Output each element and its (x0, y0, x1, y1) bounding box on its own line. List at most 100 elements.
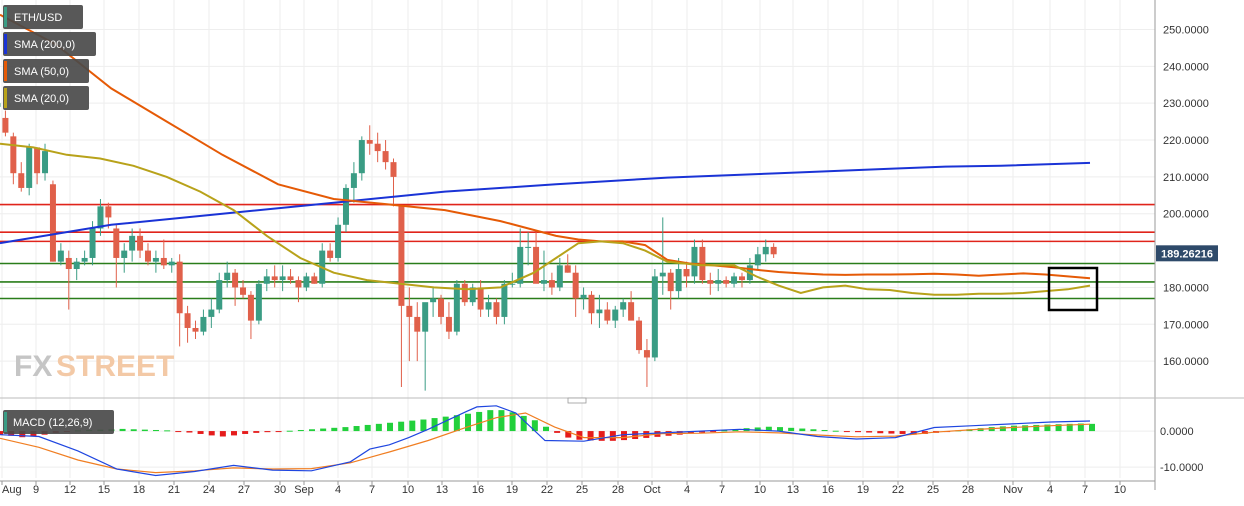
candle-up (691, 239, 698, 284)
macd-histogram-bar (699, 431, 705, 433)
fxstreet-watermark: FX STREET (14, 350, 174, 383)
candle-down (366, 125, 373, 155)
candle-body (754, 254, 761, 266)
candle-down (113, 224, 120, 288)
macd-histogram-bar (431, 418, 438, 432)
candle-up (350, 162, 357, 203)
candle-body (548, 280, 555, 288)
macd-histogram-bar (208, 431, 215, 436)
macd-histogram-bar (141, 429, 148, 432)
candle-down (311, 272, 318, 284)
macd-label: MACD (12,26,9) (3, 410, 114, 434)
candle-body (659, 272, 666, 277)
candle-up (556, 257, 563, 292)
macd-histogram-bar (476, 411, 483, 432)
macd-histogram-bar (799, 428, 806, 432)
candle-body (34, 147, 41, 174)
candle-body (406, 305, 413, 317)
candle-body (707, 280, 714, 284)
candle-down (723, 276, 730, 288)
macd-histogram-bar (465, 413, 471, 432)
candle-down (445, 302, 452, 340)
macd-histogram-bar (442, 416, 449, 432)
pane-resize-handle[interactable] (567, 397, 587, 404)
candle-up (0, 103, 1, 107)
x-tick-label: 12 (64, 484, 76, 496)
x-tick-label: 15 (98, 484, 110, 496)
x-tick-label: 10 (1114, 484, 1126, 496)
legend-item[interactable]: SMA (200,0) (3, 32, 96, 56)
candle-body (580, 294, 587, 299)
macd-histogram-bar (119, 428, 126, 432)
macd-histogram-bar (687, 431, 694, 434)
candle-body (382, 151, 389, 163)
macd-histogram-bar (487, 410, 494, 432)
candle-up (469, 283, 476, 306)
candle-body (620, 302, 627, 310)
last-price-tag-bg (1156, 245, 1218, 262)
candle-body (279, 276, 286, 281)
legend-item[interactable]: SMA (20,0) (3, 86, 89, 110)
candle-up (73, 257, 80, 281)
candle-down (406, 287, 413, 362)
candle-body (89, 228, 96, 258)
legend-item[interactable]: ETH/USD (3, 5, 83, 29)
candle-body (49, 184, 56, 262)
candle-body (374, 143, 381, 152)
legend-label: SMA (20,0) (14, 93, 69, 105)
macd-histogram-bar (264, 431, 271, 433)
x-tick-label: 28 (612, 484, 624, 496)
candle-up (26, 143, 33, 196)
candle-body (612, 309, 619, 321)
macd-histogram-bar (877, 431, 884, 434)
candle-body (18, 173, 25, 188)
x-tick-label: 24 (203, 484, 215, 496)
candle-body (738, 276, 745, 281)
legend-item[interactable]: SMA (50,0) (3, 59, 89, 83)
candle-body (477, 287, 484, 310)
legend-item-bg (3, 86, 89, 110)
candle-down (564, 254, 571, 273)
x-tick-label: Oct (643, 484, 660, 496)
candle-body (137, 235, 144, 251)
candle-down (604, 302, 611, 325)
x-tick-label: 28 (962, 484, 974, 496)
candle-up (525, 232, 532, 266)
macd-histogram-bar (855, 431, 861, 433)
macd-histogram-bar (732, 429, 739, 432)
legend-item-bg (3, 32, 96, 56)
last-price-tag: 189.26216 (1156, 245, 1218, 262)
candle-down (572, 265, 579, 317)
candle-body (327, 250, 334, 258)
candle-up (97, 199, 104, 236)
candle-body (232, 272, 239, 288)
candle-body (255, 283, 262, 321)
candle-up (152, 250, 159, 273)
candle-body (453, 283, 460, 332)
macd-histogram-bar (754, 427, 761, 432)
candle-body (168, 261, 175, 266)
sma-200-line (0, 161, 1091, 245)
x-tick-label: 4 (335, 484, 341, 496)
macd-histogram-bar (342, 427, 349, 432)
x-tick-label: 4 (1047, 484, 1053, 496)
macd-line (0, 405, 1091, 477)
macd-histogram-bar (409, 420, 416, 432)
candle-body (770, 246, 777, 255)
candle-up (580, 287, 587, 310)
macd-label-bg (3, 410, 114, 434)
candle-body (73, 261, 80, 270)
macd-label-text: MACD (12,26,9) (13, 417, 92, 429)
macd-histogram-bar (999, 426, 1006, 432)
candle-body (192, 327, 199, 332)
candle-up (255, 280, 262, 325)
macd-histogram-bar (777, 427, 783, 432)
candle-down (295, 276, 302, 303)
candle-body (42, 151, 49, 174)
macd-histogram-bar (888, 431, 895, 434)
x-tick-label: 25 (576, 484, 588, 496)
macd-histogram-bar (242, 431, 249, 434)
candle-up (509, 272, 516, 288)
candle-body (675, 269, 682, 292)
